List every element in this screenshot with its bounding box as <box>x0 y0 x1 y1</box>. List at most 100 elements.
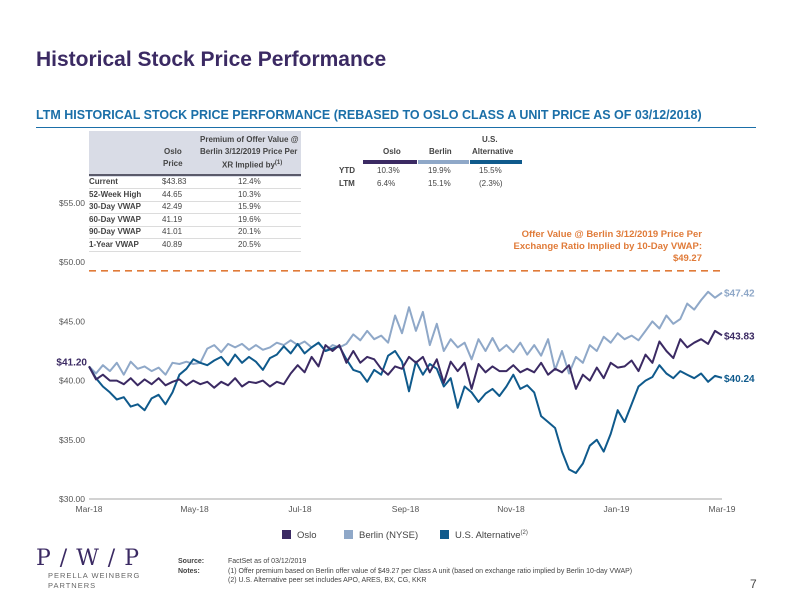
page-number: 7 <box>750 577 757 591</box>
legend-item-alt: U.S. Alternative(2) <box>440 530 528 541</box>
row-divider <box>89 225 301 227</box>
y-tick-label: $30.00 <box>59 494 85 504</box>
premium-table-header-bg <box>89 131 301 177</box>
row-premium: 15.9% <box>238 202 261 211</box>
y-tick-label: $50.00 <box>59 257 85 267</box>
row-label: 1-Year VWAP <box>89 239 139 249</box>
chart-subtitle: LTM HISTORICAL STOCK PRICE PERFORMANCE (… <box>36 108 702 122</box>
legend-item-oslo: Oslo <box>282 530 317 541</box>
legend-label-berlin: Berlin (NYSE) <box>359 530 419 541</box>
col-oslo-line2: Price <box>163 159 183 168</box>
col-premium-line2: Berlin 3/12/2019 Price Per <box>200 147 298 156</box>
x-tick-label: Mar-19 <box>709 504 736 514</box>
legend-item-berlin: Berlin (NYSE) <box>344 530 418 541</box>
source-text: FactSet as of 03/12/2019 <box>228 558 307 565</box>
y-tick-label: $55.00 <box>59 198 85 208</box>
end-value-label-alt: $40.24 <box>724 374 755 385</box>
swatch-alt <box>470 160 522 164</box>
note-1-text: (1) Offer premium based on Berlin offer … <box>228 567 633 575</box>
y-tick-label: $35.00 <box>59 435 85 445</box>
offer-line2: Exchange Ratio Implied by 10-Day VWAP: <box>513 241 702 252</box>
col-oslo-line1: Oslo <box>164 147 182 156</box>
row-oslo: 6.4% <box>377 179 396 188</box>
x-tick-label: Jul-18 <box>288 504 311 514</box>
y-tick-label: $45.00 <box>59 316 85 326</box>
x-tick-label: Jan-19 <box>604 504 630 514</box>
row-label: Current <box>89 177 118 186</box>
offer-line1: Offer Value @ Berlin 3/12/2019 Price Per <box>521 229 702 240</box>
legend-label-alt: U.S. Alternative <box>455 530 521 542</box>
end-value-label-oslo: $43.83 <box>724 331 755 342</box>
row-oslo: 10.3% <box>377 166 400 175</box>
chart-lines <box>88 270 723 474</box>
chart-axes: $30.00 $35.00 $40.00 $45.00 $50.00 $55.00 Mar-… <box>59 198 736 514</box>
row-divider <box>89 213 301 214</box>
row-alt: 15.5% <box>479 166 502 175</box>
title-divider <box>36 127 756 128</box>
logo-mark: P / W / P <box>36 546 141 571</box>
firm-logo: P / W / P PERELLA WEINBERG PARTNERS <box>36 546 140 591</box>
row-divider <box>89 188 301 189</box>
offer-value: $49.27 <box>672 253 702 264</box>
row-price: 44.65 <box>162 189 183 199</box>
note-2: (2) U.S. Alternative peer set includes A… <box>178 576 632 586</box>
row-label: 60-Day VWAP <box>89 214 142 224</box>
logo-line2: PARTNERS <box>48 581 97 590</box>
col-us: U.S. <box>482 135 498 144</box>
row-alt: (2.3%) <box>479 179 503 188</box>
page-title: Historical Stock Price Performance <box>36 48 387 71</box>
source-key: Source: <box>178 558 205 565</box>
swatch-berlin <box>418 160 469 164</box>
col-premium-line3-text: XR Implied by <box>222 160 275 170</box>
legend-swatch-alt <box>440 530 449 540</box>
row-label: YTD <box>339 166 355 175</box>
row-divider <box>89 238 301 239</box>
x-tick-label: May-18 <box>180 504 209 514</box>
row-price: $43.83 <box>162 177 187 186</box>
row-premium: 10.3% <box>238 189 261 199</box>
row-premium: 20.5% <box>238 239 261 249</box>
logo-line1: PERELLA WEINBERG <box>48 571 141 580</box>
notes-key: Notes: <box>178 567 200 575</box>
col-alternative: Alternative <box>472 147 514 156</box>
legend-swatch-berlin <box>344 530 353 539</box>
row-berlin: 15.1% <box>428 179 451 188</box>
row-divider <box>89 250 301 252</box>
col-berlin: Berlin <box>429 147 452 156</box>
end-value-label-berlin: $47.42 <box>724 289 755 300</box>
row-price: 41.19 <box>162 214 183 224</box>
y-tick-label: $40.00 <box>59 376 85 386</box>
row-price: 42.49 <box>162 202 183 211</box>
row-label: 30-Day VWAP <box>89 202 142 211</box>
x-tick-label: Sep-18 <box>392 504 420 514</box>
col-premium-footnote: (1) <box>274 160 283 166</box>
note-1: Notes: (1) Offer premium based on Berlin … <box>178 567 632 577</box>
swatch-oslo <box>363 160 417 164</box>
source-note: Source: FactSet as of 03/12/2019 <box>178 557 632 567</box>
row-label: LTM <box>339 179 355 188</box>
row-premium: 12.4% <box>238 177 261 186</box>
row-berlin: 19.9% <box>428 166 451 175</box>
row-premium: 20.1% <box>238 227 261 236</box>
start-value-label: $41.20 <box>56 357 87 368</box>
series-line-alt <box>88 341 723 474</box>
series-line-berlin <box>88 290 723 376</box>
note-2-text: (2) U.S. Alternative peer set includes A… <box>228 577 427 584</box>
row-divider <box>89 200 301 202</box>
row-price: 41.01 <box>162 227 183 236</box>
row-price: 40.89 <box>162 239 183 249</box>
legend-alt-footnote: (2) <box>520 530 528 536</box>
chart-labels: $41.20 $47.42 $43.83 $40.24 <box>56 289 755 385</box>
legend-swatch-oslo <box>282 530 291 539</box>
col-premium-line3: XR Implied by(1) <box>222 160 282 170</box>
col-oslo: Oslo <box>383 147 401 156</box>
row-label: 52-Week High <box>89 189 142 199</box>
footnotes: Source: FactSet as of 03/12/2019 Notes: (1… <box>178 557 632 586</box>
series-line-oslo <box>88 329 723 390</box>
col-premium-line1: Premium of Offer Value @ <box>200 135 299 144</box>
row-premium: 19.6% <box>238 214 261 224</box>
x-tick-label: Nov-18 <box>497 504 525 514</box>
x-tick-label: Mar-18 <box>76 504 103 514</box>
row-label: 90-Day VWAP <box>89 227 142 236</box>
